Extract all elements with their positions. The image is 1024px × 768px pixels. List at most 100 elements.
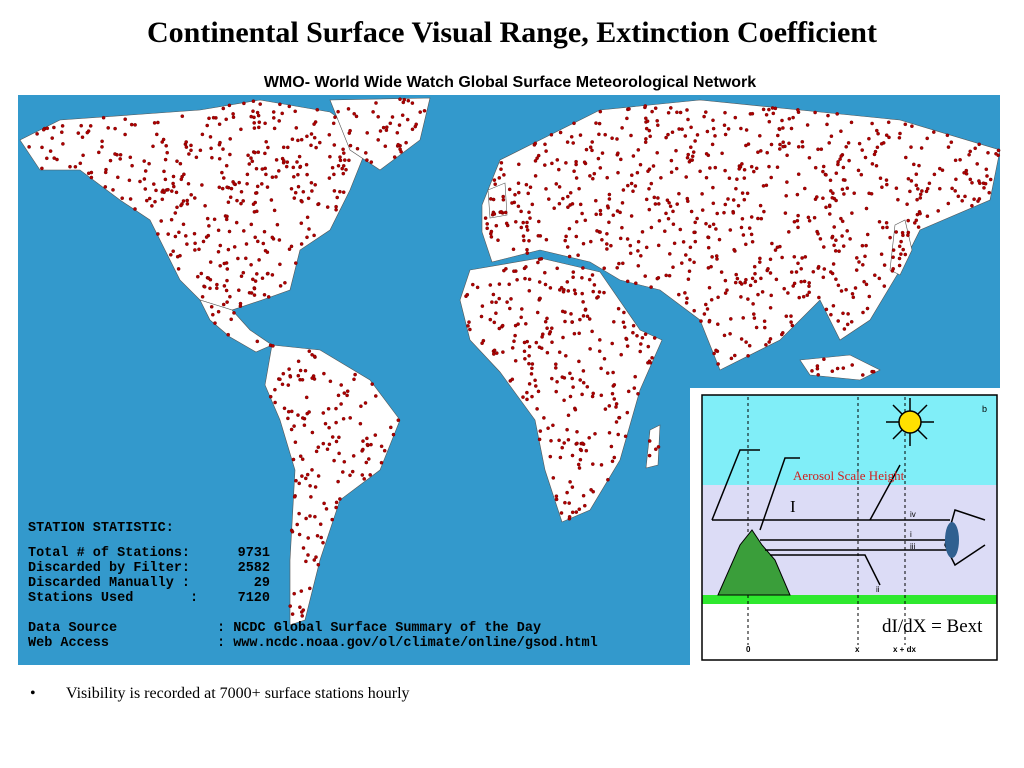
station: [523, 356, 527, 361]
station: [239, 201, 243, 206]
station: [578, 447, 583, 452]
station: [791, 284, 796, 288]
station: [749, 215, 754, 219]
station: [239, 274, 244, 279]
station: [711, 185, 715, 190]
station: [686, 117, 690, 122]
station: [646, 344, 651, 349]
station: [758, 260, 762, 264]
station: [726, 127, 731, 131]
station: [305, 172, 309, 177]
station: [722, 210, 726, 215]
station: [339, 402, 343, 406]
station: [570, 320, 574, 324]
station: [885, 182, 889, 187]
stations: [27, 97, 1001, 618]
station: [752, 169, 756, 174]
station: [829, 189, 833, 193]
station: [669, 158, 674, 163]
station: [602, 356, 607, 361]
station: [224, 261, 229, 265]
station: [631, 154, 636, 158]
station: [231, 115, 236, 119]
station: [750, 111, 755, 116]
station: [571, 270, 576, 274]
station: [667, 200, 671, 205]
station: [680, 127, 684, 131]
station: [796, 108, 800, 112]
station: [274, 158, 279, 162]
station: [692, 230, 696, 235]
station: [768, 337, 773, 341]
station: [600, 237, 604, 242]
station: [492, 212, 497, 216]
station: [598, 230, 602, 234]
station: [698, 169, 702, 174]
station: [747, 226, 752, 230]
station: [265, 185, 270, 189]
station: [572, 331, 577, 336]
station: [361, 439, 365, 443]
station: [800, 144, 805, 149]
station: [719, 270, 724, 274]
station: [390, 115, 395, 119]
station: [346, 107, 351, 111]
station: [723, 202, 728, 207]
station: [534, 340, 539, 345]
station: [744, 340, 748, 344]
station: [536, 233, 541, 238]
station: [976, 199, 980, 203]
station: [847, 158, 851, 163]
station: [609, 243, 613, 248]
station: [636, 263, 641, 268]
station: [418, 110, 423, 114]
station: [225, 185, 229, 189]
station: [714, 227, 718, 231]
stats-heading: STATION STATISTIC:: [28, 521, 174, 536]
station: [253, 191, 258, 195]
station: [228, 137, 232, 141]
station: [189, 192, 193, 197]
station: [848, 237, 852, 241]
station: [669, 170, 674, 174]
station: [598, 208, 603, 213]
station: [35, 132, 39, 136]
station: [581, 314, 586, 318]
station: [286, 383, 291, 387]
mountain: [717, 529, 791, 596]
station: [517, 190, 521, 195]
station: [983, 181, 988, 186]
station: [297, 532, 302, 537]
station: [768, 257, 773, 262]
station: [591, 176, 595, 181]
station: [756, 292, 760, 297]
station: [767, 164, 771, 169]
station: [745, 191, 750, 196]
station: [169, 189, 174, 193]
station: [612, 455, 617, 460]
station: [580, 291, 585, 296]
station: [945, 133, 950, 138]
station: [839, 289, 844, 293]
station: [492, 178, 497, 182]
station: [834, 277, 838, 282]
station: [564, 161, 568, 165]
station: [927, 181, 932, 186]
station: [975, 162, 980, 166]
station: [271, 110, 276, 114]
station: [693, 239, 698, 244]
station: [590, 329, 594, 334]
station: [649, 181, 654, 186]
station: [836, 283, 841, 288]
path: [711, 449, 760, 521]
station: [594, 198, 598, 203]
station: [402, 97, 407, 102]
station-statistics: STATION STATISTIC: Total # of Stations: 9…: [28, 521, 598, 651]
stat-label: Discarded by Filter:: [28, 561, 190, 576]
station: [700, 208, 705, 212]
station: [260, 167, 265, 171]
station: [802, 279, 807, 284]
station: [614, 402, 619, 406]
source-value: : www.ncdc.noaa.gov/ol/climate/online/gs…: [217, 636, 598, 651]
station: [769, 175, 774, 180]
